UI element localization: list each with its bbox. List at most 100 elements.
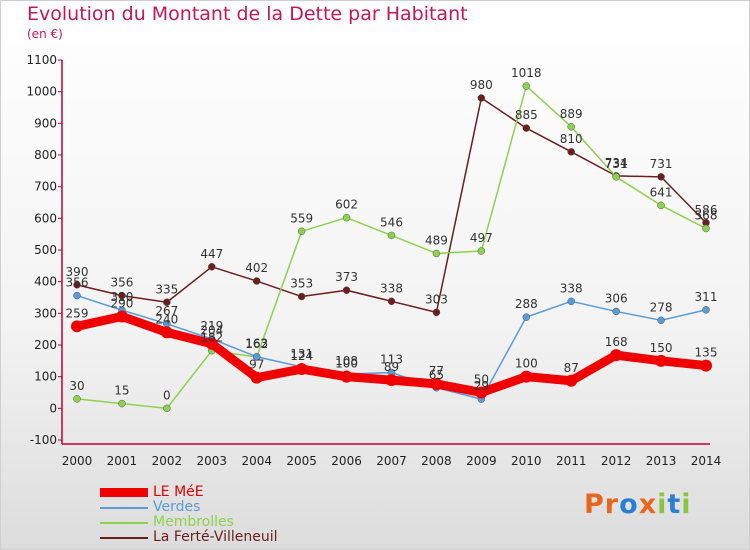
data-label: 641 [650, 185, 673, 199]
legend-swatch [100, 522, 148, 524]
x-tick-label: 2014 [691, 454, 722, 468]
data-point [297, 292, 306, 301]
data-point [567, 123, 575, 131]
data-label: 731 [605, 157, 628, 171]
data-point [430, 377, 443, 390]
x-tick-label: 2009 [466, 454, 497, 468]
data-point [700, 359, 712, 372]
data-label: 559 [290, 211, 313, 225]
y-tick-label: 400 [34, 275, 57, 289]
y-tick-label: 1100 [26, 53, 57, 67]
proxiti-logo: Proxiti [584, 489, 692, 520]
data-label: 390 [66, 265, 89, 279]
data-label: 163 [245, 337, 268, 351]
legend-swatch [100, 488, 148, 497]
data-point [340, 370, 353, 383]
x-tick-label: 2008 [421, 454, 452, 468]
data-label: 97 [249, 358, 264, 372]
data-label: 885 [515, 108, 538, 122]
data-point [432, 249, 441, 258]
data-point [73, 291, 81, 300]
data-label: 267 [155, 304, 178, 318]
data-label: 162 [245, 337, 268, 351]
data-point [522, 313, 531, 321]
data-label: 50 [474, 373, 489, 387]
data-point [612, 307, 620, 316]
data-label: 373 [335, 270, 358, 284]
data-label: 356 [110, 276, 133, 290]
data-label: 356 [66, 276, 89, 290]
data-label: 15 [114, 384, 129, 398]
data-point [387, 231, 396, 240]
x-tick-label: 2000 [62, 454, 93, 468]
data-label: 0 [163, 388, 171, 402]
data-point [385, 374, 398, 387]
data-point [657, 173, 665, 181]
legend-swatch [100, 537, 148, 539]
data-point [565, 374, 578, 387]
data-point [567, 297, 575, 306]
x-tick-label: 2003 [197, 454, 228, 468]
data-label: 87 [564, 361, 579, 375]
data-label: 310 [110, 290, 133, 304]
x-tick-label: 2001 [107, 454, 138, 468]
y-tick-label: 600 [34, 211, 57, 225]
y-tick-label: 0 [49, 401, 57, 415]
y-tick-label: 700 [34, 180, 57, 194]
y-tick-label: -100 [30, 433, 57, 447]
data-label: 338 [380, 281, 403, 295]
data-label: 810 [560, 132, 583, 146]
y-tick-label: 100 [34, 370, 57, 384]
data-label: 89 [384, 360, 399, 374]
data-label: 889 [560, 107, 583, 121]
data-label: 108 [335, 354, 358, 368]
data-label: 168 [605, 335, 628, 349]
data-label: 303 [425, 292, 448, 306]
data-label: 100 [335, 357, 358, 371]
data-label: 546 [380, 215, 403, 229]
data-label: 489 [425, 233, 448, 247]
data-point [160, 326, 173, 339]
data-label: 113 [380, 353, 403, 367]
data-point [475, 386, 488, 399]
data-label: 182 [200, 331, 223, 345]
x-tick-label: 2007 [376, 454, 407, 468]
legend-swatch [100, 507, 148, 509]
data-label: 124 [290, 349, 313, 363]
x-tick-label: 2012 [601, 454, 632, 468]
data-point [71, 320, 83, 333]
data-label: 1018 [511, 66, 542, 80]
y-tick-label: 900 [34, 116, 57, 130]
series-line-3 [76, 97, 707, 314]
legend-label: LE MéE [153, 484, 204, 500]
y-tick-label: 200 [34, 338, 57, 352]
data-point [657, 201, 665, 210]
data-point [477, 94, 486, 102]
data-label: 219 [200, 319, 223, 333]
legend-label: Membrolles [153, 514, 234, 530]
data-label: 278 [650, 300, 673, 314]
data-point [73, 395, 81, 403]
x-tick-label: 2005 [286, 454, 317, 468]
data-label: 311 [695, 290, 718, 304]
x-tick-label: 2013 [646, 454, 677, 468]
data-point [163, 298, 171, 306]
data-label: 135 [695, 346, 718, 360]
data-label: 131 [290, 347, 313, 361]
data-point [250, 371, 263, 384]
data-point [612, 173, 620, 181]
x-tick-label: 2010 [511, 454, 542, 468]
legend-label: La Ferté-Villeneuil [153, 529, 278, 545]
data-label: 402 [245, 261, 268, 275]
data-point [522, 124, 531, 132]
data-label: 100 [515, 357, 538, 371]
data-label: 240 [155, 312, 178, 326]
data-point [252, 277, 261, 285]
data-label: 30 [69, 379, 84, 393]
data-label: 77 [429, 364, 444, 378]
data-label: 586 [695, 203, 718, 217]
data-label: 288 [515, 297, 538, 311]
data-label: 568 [695, 208, 718, 222]
data-label: 353 [290, 277, 313, 291]
